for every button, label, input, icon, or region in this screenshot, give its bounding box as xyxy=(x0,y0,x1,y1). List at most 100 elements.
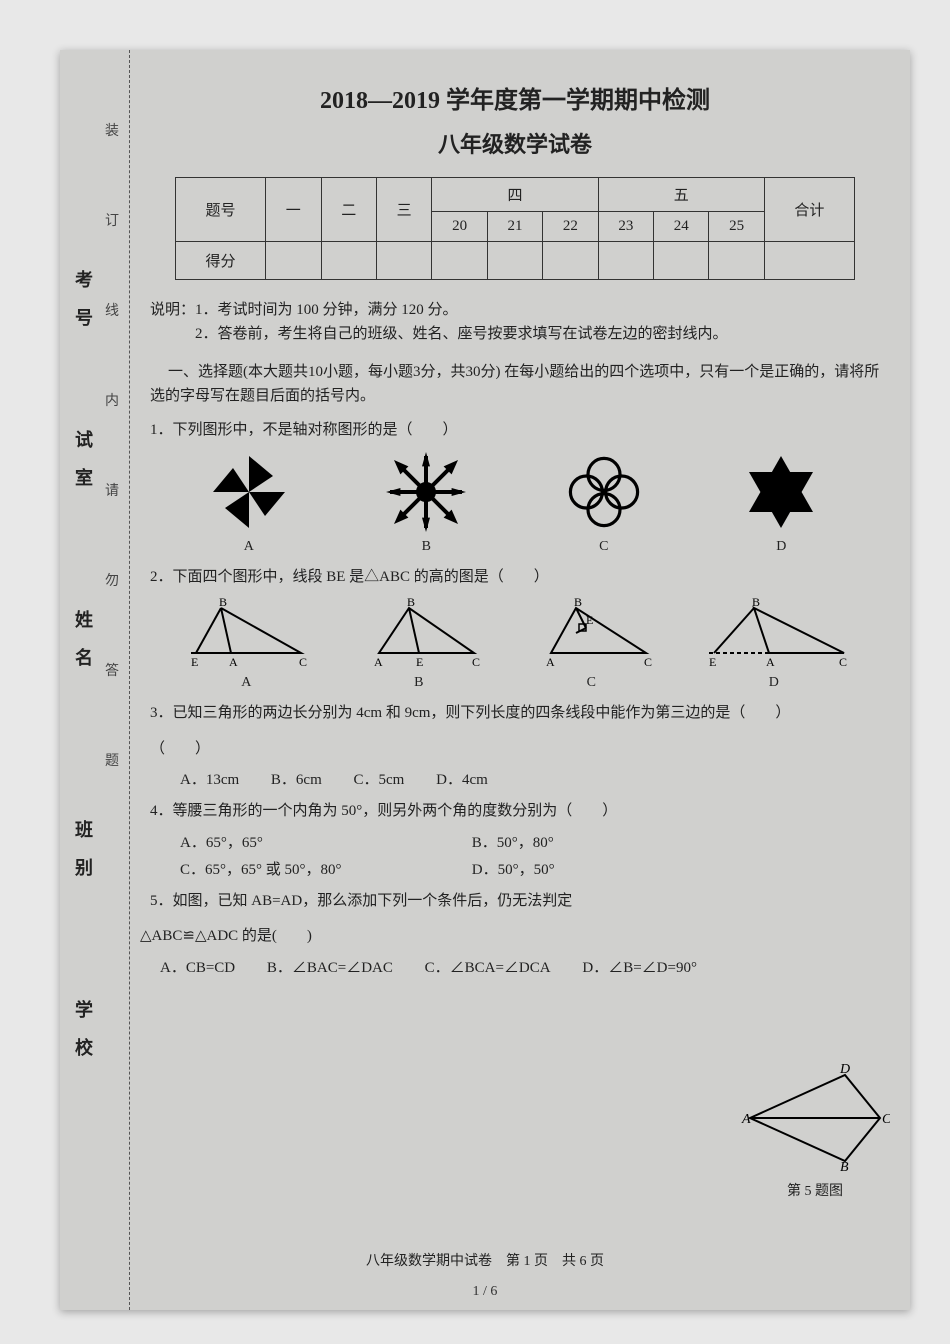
page-number: 1 / 6 xyxy=(60,1284,910,1300)
score-table: 题号 一 二 三 四 五 合计 20 21 22 23 24 25 得分 xyxy=(175,177,855,280)
sidebar-label-kaohao: 考号 xyxy=(70,270,96,346)
question-3-paren: （ ） xyxy=(150,737,880,763)
q2-cap-a: A xyxy=(181,675,311,691)
q2-fig-b: B A E C B xyxy=(354,598,484,691)
score-cell xyxy=(709,242,764,280)
score-cell xyxy=(432,242,487,280)
th-tihao: 题号 xyxy=(176,178,266,242)
svg-text:C: C xyxy=(882,1112,890,1127)
svg-text:A: A xyxy=(741,1112,751,1127)
instruction-1: 说明：1．考试时间为 100 分钟，满分 120 分。 xyxy=(150,298,880,322)
title-line-2: 八年级数学试卷 xyxy=(140,127,890,159)
instructions-block: 说明：1．考试时间为 100 分钟，满分 120 分。 2．答卷前，考生将自己的… xyxy=(150,298,880,346)
th-25: 25 xyxy=(709,212,764,242)
q1-fig-b: B xyxy=(381,452,471,555)
question-3: 3．已知三角形的两边长分别为 4cm 和 9cm，则下列长度的四条线段中能作为第… xyxy=(150,701,880,727)
svg-text:B: B xyxy=(840,1160,849,1173)
q5-figure-caption: 第 5 题图 xyxy=(740,1180,890,1200)
q3-opt-d: D．4cm xyxy=(436,772,488,788)
q1-fig-d: D xyxy=(736,452,826,555)
q2-cap-b: B xyxy=(354,675,484,691)
score-cell xyxy=(487,242,542,280)
triangle-b-icon: B A E C xyxy=(354,598,484,668)
score-cell xyxy=(266,242,321,280)
score-cell xyxy=(376,242,431,280)
svg-text:A: A xyxy=(546,655,555,668)
q4-options-row1: A．65°，65° B．50°，80° xyxy=(180,831,880,852)
triangle-c-icon: B E A C xyxy=(526,598,656,668)
score-cell xyxy=(598,242,653,280)
score-cell xyxy=(321,242,376,280)
seal-text-column: 装 订 线 内 请 勿 答 题 xyxy=(105,50,125,1310)
score-cell xyxy=(764,242,854,280)
sidebar-label-xuexiao: 学校 xyxy=(70,1000,96,1076)
th-five: 五 xyxy=(598,178,764,212)
q4-opt-b: B．50°，80° xyxy=(472,835,554,851)
th-defen: 得分 xyxy=(176,242,266,280)
q1-cap-b: B xyxy=(381,539,471,555)
svg-text:C: C xyxy=(472,655,480,668)
sidebar-label-xingming: 姓名 xyxy=(70,610,96,686)
q4-opt-d: D．50°，50° xyxy=(472,862,555,878)
th-21: 21 xyxy=(487,212,542,242)
sidebar-label-banbie: 班别 xyxy=(70,820,96,896)
th-20: 20 xyxy=(432,212,487,242)
question-4: 4．等腰三角形的一个内角为 50°，则另外两个角的度数分别为（ ） xyxy=(150,799,880,825)
svg-text:B: B xyxy=(574,598,582,609)
q5-options: A．CB=CD B．∠BAC=∠DAC C．∠BCA=∠DCA D．∠B=∠D=… xyxy=(160,956,880,977)
th-total: 合计 xyxy=(764,178,854,242)
svg-text:B: B xyxy=(219,598,227,609)
svg-text:A: A xyxy=(766,655,775,668)
q2-cap-c: C xyxy=(526,675,656,691)
svg-text:E: E xyxy=(416,655,423,668)
q1-cap-d: D xyxy=(736,539,826,555)
q5-opt-c: C．∠BCA=∠DCA xyxy=(425,960,551,976)
svg-text:C: C xyxy=(839,655,847,668)
star-lines-icon xyxy=(381,452,471,532)
th-two: 二 xyxy=(321,178,376,242)
svg-text:E: E xyxy=(191,655,198,668)
th-one: 一 xyxy=(266,178,321,242)
q3-opt-b: B．6cm xyxy=(271,772,322,788)
svg-text:C: C xyxy=(644,655,652,668)
th-23: 23 xyxy=(598,212,653,242)
title-line-1: 2018—2019 学年度第一学期期中检测 xyxy=(140,80,890,115)
th-three: 三 xyxy=(376,178,431,242)
seal-sidebar: 考号 试室 姓名 班别 学校 装 订 线 内 请 勿 答 题 xyxy=(60,50,130,1310)
q5-opt-a: A．CB=CD xyxy=(160,960,235,976)
q2-fig-d: B E A C D xyxy=(699,598,849,691)
page-footer: 八年级数学期中试卷 第 1 页 共 6 页 xyxy=(60,1250,910,1270)
q1-cap-a: A xyxy=(204,539,294,555)
q2-fig-c: B E A C C xyxy=(526,598,656,691)
q4-opt-c: C．65°，65° 或 50°，80° xyxy=(180,858,440,879)
th-24: 24 xyxy=(654,212,709,242)
th-22: 22 xyxy=(543,212,598,242)
q1-fig-a: A xyxy=(204,452,294,555)
q2-cap-d: D xyxy=(699,675,849,691)
q4-opt-a: A．65°，65° xyxy=(180,831,440,852)
q3-options: A．13cm B．6cm C．5cm D．4cm xyxy=(180,768,880,789)
svg-text:A: A xyxy=(374,655,383,668)
q2-figure-row: B E A C A B A E C B xyxy=(160,598,870,691)
q5-opt-b: B．∠BAC=∠DAC xyxy=(267,960,393,976)
triangle-a-icon: B E A C xyxy=(181,598,311,668)
svg-text:D: D xyxy=(839,1063,850,1077)
instruction-2: 2．答卷前，考生将自己的班级、姓名、座号按要求填写在试卷左边的密封线内。 xyxy=(150,322,880,346)
sidebar-label-shishi: 试室 xyxy=(70,430,96,506)
svg-text:B: B xyxy=(752,598,760,609)
th-four: 四 xyxy=(432,178,598,212)
q4-options-row2: C．65°，65° 或 50°，80° D．50°，50° xyxy=(180,858,880,879)
six-star-icon xyxy=(736,452,826,532)
svg-text:A: A xyxy=(229,655,238,668)
question-2: 2．下面四个图形中，线段 BE 是△ABC 的高的图是（ ） xyxy=(150,565,880,591)
svg-text:C: C xyxy=(299,655,307,668)
q2-fig-a: B E A C A xyxy=(181,598,311,691)
q5-figure: A D C B 第 5 题图 xyxy=(740,1063,890,1200)
score-cell xyxy=(543,242,598,280)
q1-figure-row: A B xyxy=(160,452,870,555)
score-cell xyxy=(654,242,709,280)
q3-opt-c: C．5cm xyxy=(354,772,405,788)
exam-page: 考号 试室 姓名 班别 学校 装 订 线 内 请 勿 答 题 2018—2019… xyxy=(60,50,910,1310)
svg-text:E: E xyxy=(586,613,593,627)
triangle-d-icon: B E A C xyxy=(699,598,849,668)
